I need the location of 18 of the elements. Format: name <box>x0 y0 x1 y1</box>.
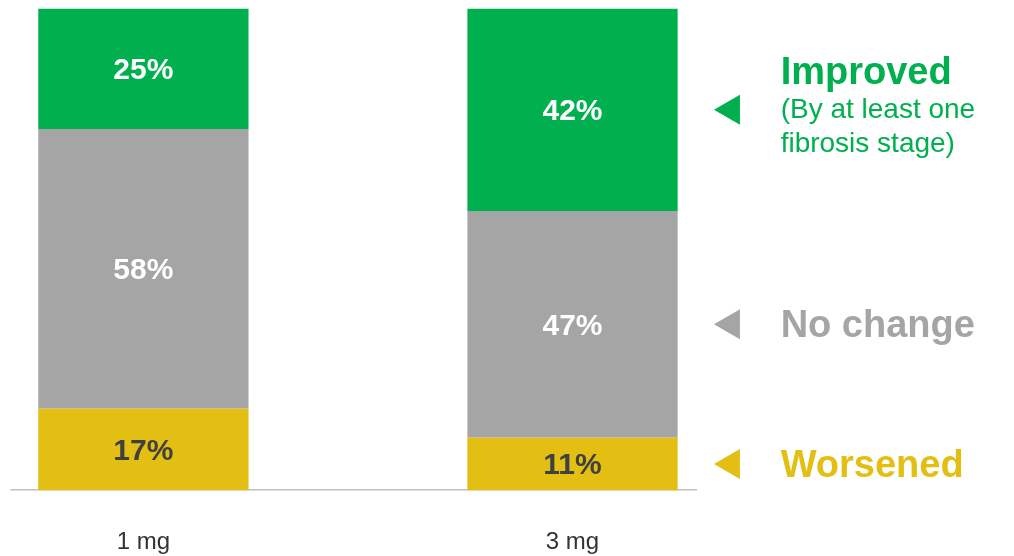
text: Improved <box>780 50 952 93</box>
data-label: 11% <box>543 447 602 481</box>
legend-label: No change <box>780 303 975 346</box>
bar <box>38 408 249 491</box>
bar <box>38 129 249 409</box>
data-label: 47% <box>542 307 603 341</box>
text: (By at least one fibrosis stage) <box>780 92 976 158</box>
x-tick-label: 1 mg <box>116 526 171 554</box>
data-label: 58% <box>113 252 174 286</box>
data-label: 42% <box>542 93 603 127</box>
legend-label: Worsened <box>780 442 964 485</box>
bar <box>467 8 678 211</box>
data-label: 17% <box>113 433 174 467</box>
data-label: 25% <box>113 52 174 86</box>
bar <box>38 8 249 129</box>
bar <box>467 210 678 438</box>
bar <box>467 437 678 491</box>
x-tick-label: 3 mg <box>545 526 600 554</box>
